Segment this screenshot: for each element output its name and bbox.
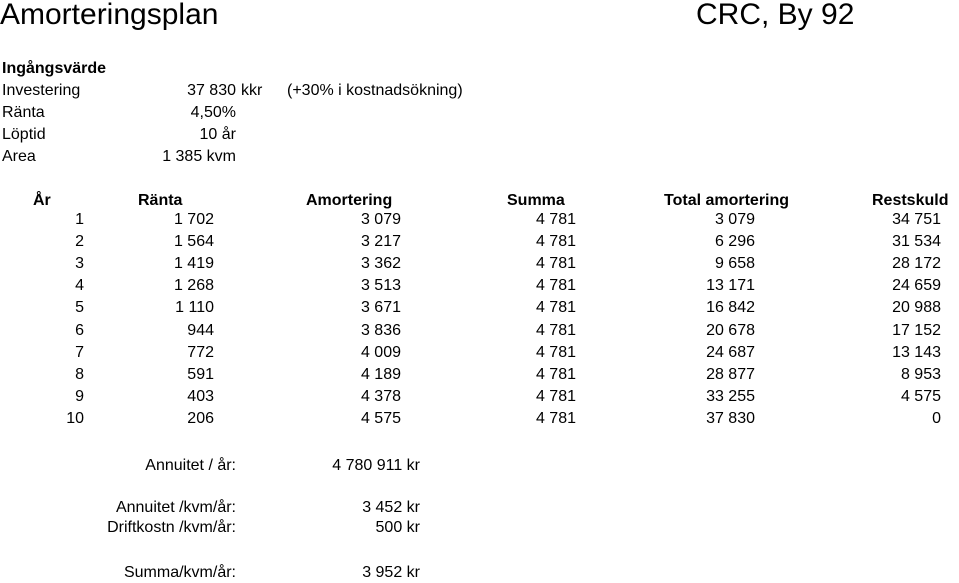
loptid-label: Löptid [2,126,46,143]
cell-amortering: 4 575 [360,409,401,427]
cell-total-amortering: 16 842 [706,299,755,317]
cell-ranta: 1 564 [173,233,214,251]
table-row: 2 1 564 3 217 4 781 6 296 31 534 [0,231,959,253]
cell-ranta: 403 [187,387,214,405]
cell-summa: 4 781 [535,409,576,427]
cell-summa: 4 781 [535,343,576,361]
table-row: 1 1 702 3 079 4 781 3 079 34 751 [0,209,959,231]
cell-ar: 8 [75,365,84,383]
cell-summa: 4 781 [535,365,576,383]
cell-ar: 2 [75,233,84,251]
cell-amortering: 3 217 [360,233,401,251]
investering-unit: kkr [241,82,263,99]
summa-kvm-label: Summa/kvm/år: [123,564,236,581]
annuitet-kvm-label: Annuitet /kvm/år: [115,499,236,516]
cell-amortering: 4 009 [360,343,401,361]
cell-amortering: 3 079 [360,211,401,228]
cell-ranta: 1 419 [173,255,214,273]
table-row: 8 591 4 189 4 781 28 877 8 953 [0,364,959,386]
page-title: Amorteringsplan [0,0,219,31]
cell-restskuld: 31 534 [892,233,941,251]
cell-restskuld: 17 152 [892,321,941,339]
table-row: 3 1 419 3 362 4 781 9 658 28 172 [0,253,959,275]
driftkostn-value: 500 kr [375,519,420,536]
cell-ranta: 772 [187,343,214,361]
cell-restskuld: 34 751 [892,211,941,228]
cell-summa: 4 781 [535,321,576,339]
col-header-ar: År [33,192,51,209]
cell-restskuld: 8 953 [900,365,941,383]
cell-summa: 4 781 [535,387,576,405]
investering-label: Investering [2,82,81,99]
cell-amortering: 3 671 [360,299,401,317]
cell-ar: 7 [75,343,84,361]
area-label: Area [2,148,36,165]
cell-total-amortering: 3 079 [714,211,755,228]
cell-ar: 5 [75,299,84,317]
cell-restskuld: 4 575 [900,387,941,405]
cell-total-amortering: 9 658 [714,255,755,273]
cell-ranta: 944 [187,321,214,339]
table-row: 5 1 110 3 671 4 781 16 842 20 988 [0,297,959,319]
loptid-value: 10 år [199,126,236,143]
cell-summa: 4 781 [535,255,576,273]
col-header-summa: Summa [507,192,565,209]
cell-amortering: 3 836 [360,321,401,339]
table-row: 4 1 268 3 513 4 781 13 171 24 659 [0,275,959,297]
driftkostn-label: Driftkostn /kvm/år: [107,519,236,536]
cell-amortering: 4 378 [360,387,401,405]
col-header-amortering: Amortering [306,192,393,209]
cell-ar: 9 [75,387,84,405]
annuitet-label: Annuitet / år: [145,457,236,474]
cell-ar: 4 [75,277,84,295]
cell-total-amortering: 6 296 [714,233,755,251]
cell-restskuld: 28 172 [892,255,941,273]
cell-total-amortering: 24 687 [706,343,755,361]
cell-ar: 1 [75,211,84,228]
table-row: 6 944 3 836 4 781 20 678 17 152 [0,320,959,342]
cell-summa: 4 781 [535,277,576,295]
investering-note: (+30% i kostnadsökning) [287,82,463,99]
table-row: 7 772 4 009 4 781 24 687 13 143 [0,342,959,364]
table-row: 10 206 4 575 4 781 37 830 0 [0,408,959,430]
table-row: 9 403 4 378 4 781 33 255 4 575 [0,386,959,408]
annuitet-kvm-value: 3 452 kr [362,499,420,516]
cell-ar: 6 [75,321,84,339]
annuitet-value: 4 780 911 kr [332,457,420,474]
cell-ranta: 1 702 [173,211,214,228]
cell-ar: 3 [75,255,84,273]
cell-total-amortering: 37 830 [706,409,755,427]
cell-restskuld: 20 988 [892,299,941,317]
area-value: 1 385 kvm [162,148,236,165]
cell-total-amortering: 33 255 [706,387,755,405]
ranta-label: Ränta [2,104,45,121]
summa-kvm-value: 3 952 kr [362,564,420,581]
cell-ar: 10 [66,409,84,427]
cell-restskuld: 0 [932,409,941,427]
cell-amortering: 4 189 [360,365,401,383]
cell-ranta: 206 [187,409,214,427]
cell-ranta: 1 268 [173,277,214,295]
cell-ranta: 591 [187,365,214,383]
cell-restskuld: 13 143 [892,343,941,361]
cell-amortering: 3 362 [360,255,401,273]
cell-total-amortering: 28 877 [706,365,755,383]
cell-total-amortering: 20 678 [706,321,755,339]
project-title: CRC, By 92 [696,0,855,31]
investering-value: 37 830 [187,82,236,99]
cell-summa: 4 781 [535,211,576,228]
col-header-restskuld: Restskuld [872,192,949,209]
col-header-total-amortering: Total amortering [664,192,790,209]
ranta-value: 4,50% [190,104,236,121]
col-header-ranta: Ränta [138,192,183,209]
cell-restskuld: 24 659 [892,277,941,295]
cell-summa: 4 781 [535,299,576,317]
cell-summa: 4 781 [535,233,576,251]
cell-amortering: 3 513 [360,277,401,295]
cell-ranta: 1 110 [175,299,214,317]
cell-total-amortering: 13 171 [706,277,755,295]
inputs-section-label: Ingångsvärde [2,60,107,77]
